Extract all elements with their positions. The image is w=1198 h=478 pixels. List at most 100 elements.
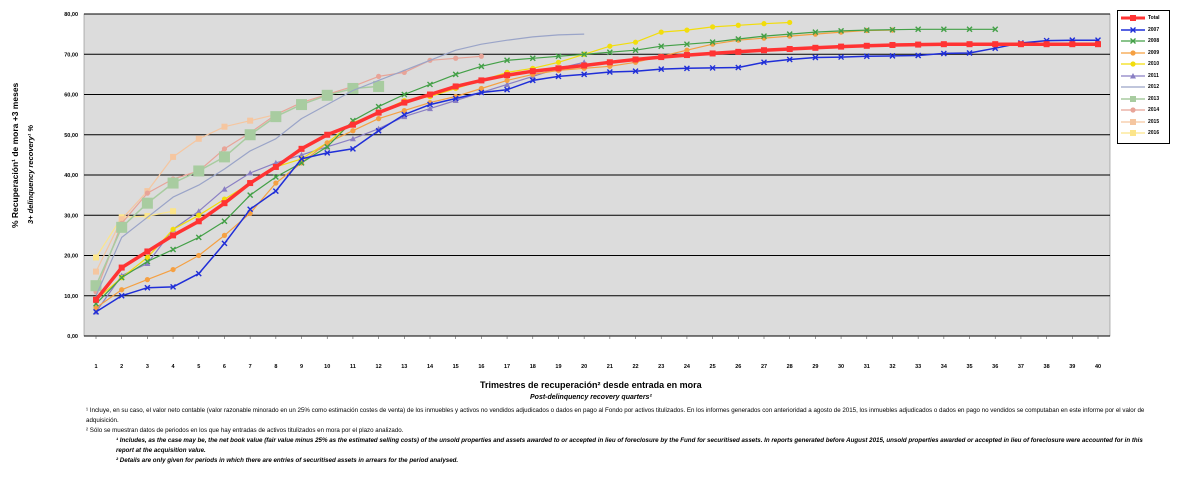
series-line-2009: [95, 29, 893, 309]
point-2016: [93, 254, 99, 261]
x-tick-label: 40: [1095, 364, 1101, 370]
point-2011: [298, 151, 305, 158]
point-Total: [349, 121, 356, 128]
series-line-2007: [95, 39, 1098, 313]
legend-label: 2012: [1148, 84, 1160, 90]
legend-swatch: [1121, 118, 1145, 125]
legend-marker: [1130, 26, 1136, 33]
series-2009: [93, 27, 896, 311]
point-2008: [504, 57, 511, 64]
point-2007: [735, 64, 742, 71]
point-2014: [144, 190, 150, 196]
point-2013: [321, 89, 333, 101]
series-line-2015: [95, 114, 276, 272]
x-tick-label: 12: [376, 364, 382, 370]
point-Total: [427, 91, 433, 98]
point-2008: [735, 35, 742, 42]
point-Total: [247, 180, 254, 187]
point-Total: [812, 44, 819, 51]
point-2013: [347, 82, 359, 94]
series-layer: [90, 19, 1101, 315]
point-2009: [350, 128, 356, 134]
point-2015: [195, 135, 202, 142]
footnotes: ¹ Incluye, en su caso, el valor neto con…: [86, 406, 1156, 466]
legend-item-2012: 2012: [1120, 83, 1168, 91]
point-Total: [195, 218, 202, 225]
point-2011: [195, 208, 202, 214]
footnote-2-en: ² Details are only given for periods in …: [116, 457, 459, 464]
series-line-2012: [95, 33, 585, 297]
x-tick-label: 7: [249, 364, 252, 370]
point-Total: [401, 99, 408, 106]
y-tick-label: 20,00: [64, 254, 78, 260]
point-2010: [658, 29, 664, 35]
point-2013: [244, 129, 256, 141]
point-2008: [529, 55, 536, 62]
point-2010: [684, 27, 690, 33]
y-tick-label: 30,00: [64, 213, 78, 219]
point-Total: [504, 72, 511, 79]
legend-swatch: [1121, 49, 1145, 56]
x-tick-label: 17: [504, 364, 510, 370]
point-2007: [966, 50, 973, 57]
point-2007: [683, 65, 690, 72]
legend-label: 2007: [1148, 26, 1160, 33]
x-tick-label: 13: [401, 364, 407, 370]
point-2009: [144, 277, 150, 283]
point-2010: [607, 43, 613, 49]
legend-marker: [1130, 107, 1136, 113]
point-2010: [196, 212, 202, 218]
point-2011: [247, 169, 254, 176]
point-2008: [683, 41, 690, 48]
point-2015: [221, 123, 228, 130]
point-2007: [863, 53, 870, 60]
point-2008: [632, 47, 639, 54]
point-Total: [272, 163, 279, 170]
x-tick-label: 18: [530, 364, 536, 370]
point-2008: [863, 27, 870, 34]
x-tick-label: 34: [941, 364, 948, 370]
point-2016: [144, 213, 151, 220]
point-Total: [709, 50, 716, 57]
point-Total: [735, 48, 742, 55]
x-tick-label: 31: [864, 364, 870, 370]
series-2013: [90, 80, 385, 292]
y-tick-label: 0,00: [67, 334, 78, 340]
point-2008: [221, 218, 228, 225]
point-2007: [812, 54, 819, 61]
point-2008: [401, 91, 408, 98]
point-2007: [555, 73, 562, 80]
legend-swatch: [1121, 38, 1145, 44]
point-2007: [401, 111, 408, 118]
point-2007: [170, 283, 177, 290]
point-2010: [144, 254, 150, 261]
x-tick-label: 33: [915, 364, 921, 370]
x-tick-label: 35: [966, 364, 972, 370]
point-2009: [119, 287, 125, 293]
legend-label: Total: [1148, 15, 1160, 21]
point-Total: [863, 42, 870, 49]
series-line-2016: [95, 210, 174, 258]
x-tick-label: 8: [274, 364, 277, 370]
legend-label: 2015: [1148, 118, 1160, 125]
legend: Total 2007 2008 2009 2010 2011 2012 2013 2014 201…: [1117, 10, 1170, 144]
point-Total: [786, 46, 793, 53]
x-tick-label: 28: [787, 364, 793, 370]
point-2008: [940, 26, 947, 33]
y-axis-title: % Recuperación¹ de mora +3 meses: [10, 82, 20, 228]
legend-label: 2010: [1148, 61, 1160, 67]
y-tick-label: 80,00: [64, 12, 78, 18]
y-tick-label: 10,00: [64, 294, 78, 300]
point-2013: [373, 80, 385, 92]
series-line-Total: [94, 42, 1098, 301]
y-tick-label: 60,00: [64, 93, 78, 99]
legend-item-2013: 2013: [1120, 95, 1168, 103]
point-2007: [221, 240, 228, 247]
legend-item-2014: 2014: [1120, 106, 1168, 114]
footnote-1-en: ¹ Includes, as the case may be, the net …: [116, 437, 1143, 454]
point-2007: [940, 50, 947, 57]
point-2007: [452, 95, 459, 102]
legend-swatch: [1121, 107, 1145, 113]
x-tick-label: 39: [1069, 364, 1075, 370]
point-2013: [296, 99, 308, 111]
